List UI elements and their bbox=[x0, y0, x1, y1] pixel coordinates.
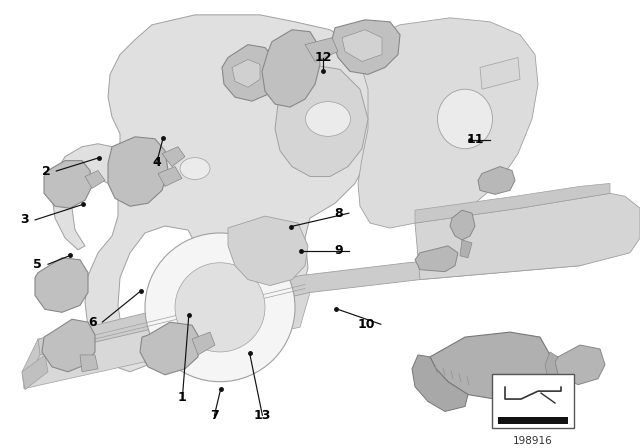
Text: 5: 5 bbox=[33, 258, 42, 271]
Text: 7: 7 bbox=[210, 409, 219, 422]
Polygon shape bbox=[415, 246, 458, 271]
Text: 3: 3 bbox=[20, 213, 29, 226]
Polygon shape bbox=[85, 171, 105, 188]
Polygon shape bbox=[460, 240, 472, 258]
Polygon shape bbox=[545, 352, 558, 382]
Polygon shape bbox=[35, 258, 88, 312]
Circle shape bbox=[175, 263, 265, 352]
Polygon shape bbox=[192, 332, 215, 355]
Polygon shape bbox=[415, 183, 610, 223]
Text: 9: 9 bbox=[334, 245, 343, 258]
Polygon shape bbox=[228, 216, 308, 285]
Polygon shape bbox=[262, 30, 320, 107]
Polygon shape bbox=[232, 60, 260, 87]
Polygon shape bbox=[222, 45, 278, 101]
Polygon shape bbox=[355, 18, 538, 228]
Polygon shape bbox=[275, 65, 368, 177]
Polygon shape bbox=[305, 38, 338, 61]
Bar bbox=[498, 418, 568, 424]
Polygon shape bbox=[140, 322, 200, 375]
Polygon shape bbox=[24, 293, 310, 389]
Polygon shape bbox=[430, 332, 550, 399]
Polygon shape bbox=[80, 355, 98, 372]
Text: 6: 6 bbox=[88, 315, 97, 328]
Text: 12: 12 bbox=[314, 51, 332, 64]
Polygon shape bbox=[480, 57, 520, 89]
Text: 198916: 198916 bbox=[513, 436, 553, 446]
Polygon shape bbox=[415, 194, 640, 280]
Text: 13: 13 bbox=[253, 409, 271, 422]
Polygon shape bbox=[44, 161, 92, 208]
Polygon shape bbox=[555, 345, 605, 385]
Polygon shape bbox=[158, 167, 182, 186]
Polygon shape bbox=[52, 15, 375, 372]
Text: 4: 4 bbox=[152, 155, 161, 168]
Polygon shape bbox=[38, 243, 610, 355]
Bar bbox=[492, 374, 574, 428]
Polygon shape bbox=[22, 355, 48, 390]
Polygon shape bbox=[108, 137, 168, 206]
Text: 11: 11 bbox=[466, 134, 484, 146]
Polygon shape bbox=[162, 147, 185, 167]
Ellipse shape bbox=[438, 89, 493, 149]
Polygon shape bbox=[450, 210, 475, 240]
Text: 1: 1 bbox=[178, 391, 187, 404]
Text: 8: 8 bbox=[334, 207, 343, 220]
Polygon shape bbox=[412, 355, 468, 411]
Circle shape bbox=[145, 233, 295, 382]
Text: 2: 2 bbox=[42, 164, 51, 177]
Polygon shape bbox=[332, 20, 400, 74]
Polygon shape bbox=[42, 319, 95, 372]
Text: 10: 10 bbox=[357, 318, 375, 331]
Ellipse shape bbox=[180, 158, 210, 180]
Ellipse shape bbox=[305, 102, 351, 136]
Polygon shape bbox=[342, 30, 382, 61]
Polygon shape bbox=[478, 167, 515, 194]
Polygon shape bbox=[22, 339, 40, 389]
